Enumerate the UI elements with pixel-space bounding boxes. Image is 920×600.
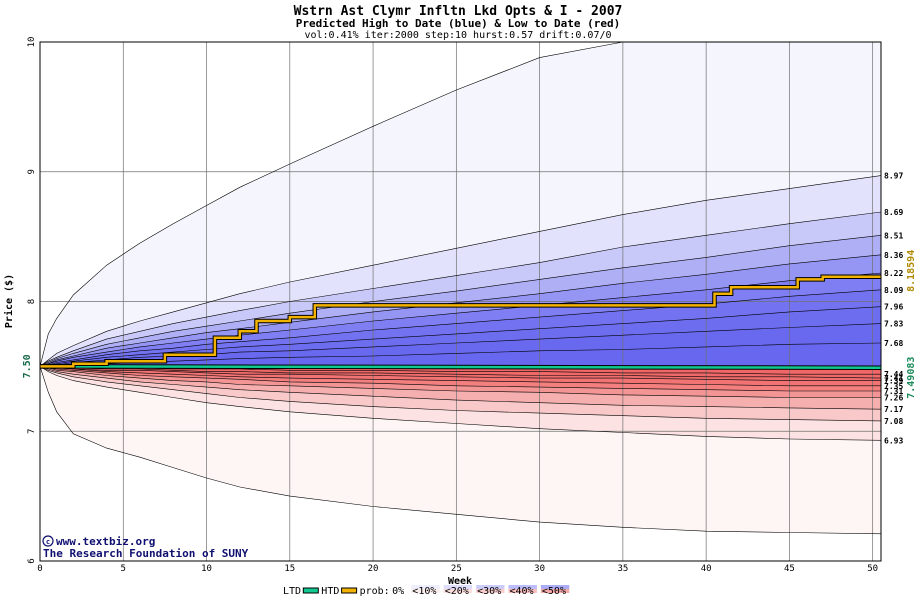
credits: c www.textbiz.org The Research Foundatio… (42, 535, 249, 560)
legend-htd-label: HTD (321, 586, 339, 597)
legend-prob-item: <30% (477, 586, 501, 597)
band-end-label: 7.83 (884, 320, 903, 329)
band-boundary-line (39, 323, 882, 367)
band-boundary-line (39, 366, 882, 422)
y-tick-label: 8 (27, 299, 37, 304)
band-boundary-line (39, 306, 882, 367)
legend-prob-item: <10% (412, 586, 436, 597)
low-band-0 (40, 366, 881, 534)
x-tick-label: 50 (867, 564, 878, 574)
x-tick-label: 5 (121, 564, 126, 574)
band-end-label: 8.36 (884, 251, 903, 260)
legend-prob-swatch (508, 585, 537, 593)
band-end-label: 7.44 (884, 370, 903, 379)
x-tick-label: 15 (284, 564, 295, 574)
lines-layer (39, 41, 882, 535)
end-labels-layer: 8.97 8.69 8.51 8.36 8.22 8.09 7.96 7.83 7.68 6.93… (884, 172, 903, 446)
ltd-end-label: 7.49083 (906, 357, 917, 399)
band-boundary-line (39, 366, 882, 410)
legend-prob-swatch (411, 585, 440, 593)
legend-htd-swatch (341, 587, 358, 594)
x-tick-label: 25 (451, 564, 462, 574)
legend-prob-swatch (443, 585, 473, 593)
htd-end-label: 8.18594 (906, 250, 917, 292)
legend-prob-item: 0% (392, 586, 404, 597)
band-end-label: 8.51 (884, 231, 903, 240)
x-axis-label: Week (448, 576, 472, 587)
band-end-label: 6.93 (884, 436, 903, 445)
high-band-2 (40, 212, 881, 367)
bands-layer (40, 42, 881, 534)
legend-prob-item: <40% (510, 586, 534, 597)
band-boundary-line (39, 366, 881, 392)
y-tick-label: 6 (27, 558, 37, 563)
htd-line (40, 275, 881, 368)
ltd-line (39, 365, 882, 369)
y-axis-label: Price ($) (3, 274, 15, 328)
high-band-1 (40, 175, 881, 367)
legend-prob-item: <20% (445, 586, 469, 597)
high-band-3 (40, 235, 881, 367)
band-boundary-line (39, 175, 882, 367)
y-tick-label: 7 (27, 429, 37, 434)
legend-prob-item: <50% (542, 586, 566, 597)
high-band-5 (40, 273, 881, 367)
low-band-7 (40, 366, 881, 381)
low-band-6 (40, 366, 881, 386)
band-boundary-line (39, 235, 882, 367)
band-boundary-line (39, 366, 882, 441)
band-end-label: 7.08 (884, 417, 903, 426)
legend-prob-swatch (540, 585, 570, 593)
x-tick-label: 40 (701, 564, 712, 574)
band-end-label: 7.31 (884, 387, 903, 396)
high-band-0 (40, 42, 881, 367)
chart-title: Wstrn Ast Clymr Infltn Lkd Opts & I - 20… (294, 4, 623, 19)
band-end-label: 8.69 (884, 208, 903, 217)
high-band-6 (40, 289, 881, 367)
y-tick-label: 9 (27, 169, 37, 174)
band-boundary-line (39, 366, 882, 535)
x-tick-label: 10 (201, 564, 212, 574)
band-end-label: 7.39 (884, 377, 903, 386)
x-tick-label: 35 (617, 564, 628, 574)
legend-ltd-swatch (302, 587, 319, 594)
band-end-label: 7.26 (884, 394, 903, 403)
high-band-8 (40, 323, 881, 367)
credit-foundation: The Research Foundation of SUNY (43, 547, 249, 560)
ticks-layer: 0 5 10 15 20 25 30 35 40 45 50 6 7 8 9 10 (27, 37, 878, 574)
band-end-label: 7.68 (884, 339, 903, 348)
band-end-label: 7.17 (884, 405, 903, 414)
x-tick-label: 30 (534, 564, 545, 574)
band-end-label: 7.41 (884, 374, 903, 383)
copyright-icon (42, 535, 54, 547)
copyright-icon-c: c (46, 538, 50, 546)
legend-prob-label: prob: (360, 586, 390, 597)
chart-params: vol:0.41% iter:2000 step:10 hurst:0.57 d… (304, 30, 611, 41)
low-band-5 (40, 366, 881, 391)
y-tick-label: 10 (27, 37, 37, 48)
credit-website: www.textbiz.org (56, 535, 155, 548)
start-price-label: 7.50 (22, 354, 33, 378)
high-band-4 (40, 254, 881, 367)
legend-ltd-label: LTD (283, 586, 301, 597)
legend-prob-swatch (476, 585, 505, 593)
plot-frame (39, 41, 882, 562)
chart-subtitle: Predicted High to Date (blue) & Low to D… (296, 17, 621, 30)
x-tick-label: 20 (368, 564, 379, 574)
band-boundary-line (39, 289, 882, 367)
x-tick-label: 0 (37, 564, 42, 574)
high-band-9 (40, 343, 881, 367)
band-end-label: 8.09 (884, 286, 903, 295)
band-end-label: 7.96 (884, 303, 903, 312)
band-boundary-line (39, 254, 882, 367)
high-band-7 (40, 306, 881, 367)
band-boundary-line (39, 366, 881, 398)
band-boundary-line (39, 211, 882, 367)
band-end-label: 8.22 (884, 269, 903, 278)
band-end-label: 7.35 (884, 382, 903, 391)
legend: LTD HTD prob: 0% <10% <20% <30% <40% <50% (283, 585, 570, 597)
x-tick-label: 45 (784, 564, 795, 574)
band-end-label: 8.97 (884, 172, 903, 181)
